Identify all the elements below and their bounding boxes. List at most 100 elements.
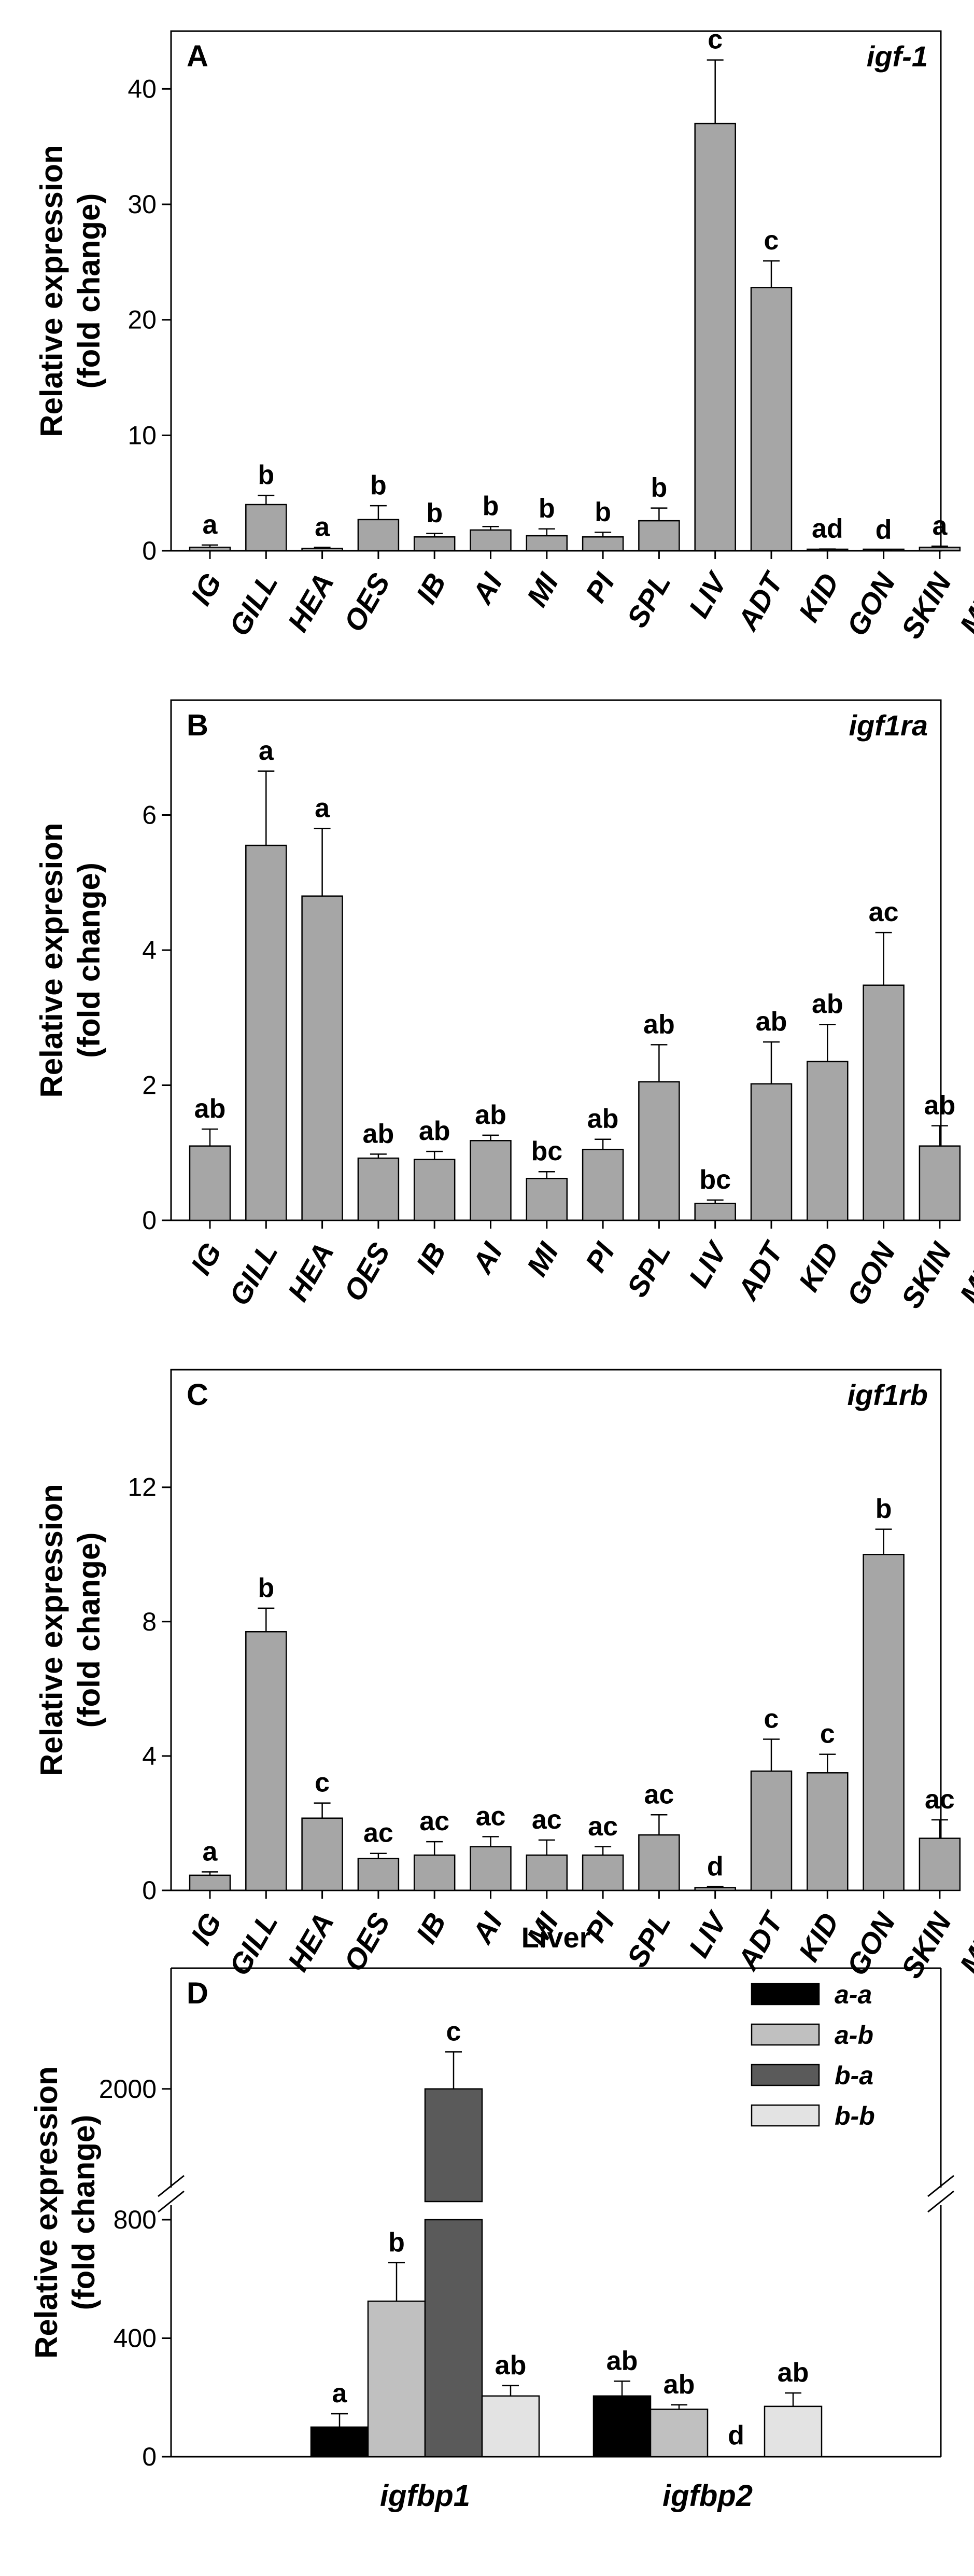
axis-break-mark	[927, 2175, 954, 2197]
x-tick-label: SPL	[620, 1907, 677, 1973]
x-tick-label: KID	[792, 568, 845, 628]
x-tick-label: MI	[520, 1236, 565, 1282]
bar	[638, 1834, 680, 1891]
plot-frame	[170, 30, 942, 552]
significance-letter: ab	[419, 1116, 450, 1146]
significance-letter: a	[203, 1836, 218, 1867]
bar	[807, 1772, 849, 1891]
bar	[694, 1203, 736, 1221]
significance-letter: b	[539, 494, 555, 524]
x-tick-label: MUS	[953, 1907, 974, 1980]
significance-letter: b	[426, 498, 443, 528]
y-tick-label: 2	[142, 1070, 157, 1099]
y-tick-label: 12	[128, 1473, 157, 1502]
bar	[301, 895, 343, 1221]
bar	[189, 1874, 231, 1891]
significance-letter: b	[370, 470, 387, 500]
y-axis-label: Relative expression	[34, 1484, 69, 1776]
x-tick-label: MUS	[953, 568, 974, 640]
bar	[526, 535, 568, 552]
x-tick-label: GON	[840, 567, 902, 641]
panel-letter: B	[187, 708, 208, 742]
significance-letter: ac	[644, 1779, 674, 1809]
y-axis-label: (fold change)	[72, 193, 106, 389]
x-tick-label: AI	[465, 1236, 509, 1279]
legend-swatch	[751, 2104, 820, 2127]
x-tick-label: IB	[410, 1237, 453, 1279]
bar	[413, 1854, 456, 1891]
x-tick-label: GILL	[222, 568, 284, 642]
significance-letter: a	[315, 793, 330, 823]
significance-letter: b	[258, 460, 274, 490]
y-tick-label: 4	[142, 1742, 157, 1771]
significance-letter: d	[707, 1851, 724, 1882]
x-tick-label: ADT	[730, 565, 791, 636]
bar	[245, 844, 287, 1221]
x-tick-label: LIV	[682, 1235, 734, 1292]
bar	[863, 1554, 905, 1891]
significance-letter: d	[876, 514, 892, 545]
bar	[301, 548, 343, 552]
significance-letter: ac	[869, 897, 899, 927]
bar	[470, 1846, 512, 1891]
x-tick-label: GON	[840, 1906, 902, 1981]
x-tick-label: SPL	[620, 1237, 677, 1303]
bar	[582, 536, 624, 552]
bar	[694, 1887, 736, 1891]
significance-letter: bc	[699, 1165, 731, 1195]
significance-letter: ab	[778, 2358, 809, 2388]
legend-swatch	[751, 2064, 820, 2086]
y-axis-label: Relative expression	[34, 145, 69, 437]
bar	[694, 122, 736, 552]
chart-title: Liver	[521, 1921, 591, 1954]
bar-b-a	[424, 2219, 483, 2458]
panel-letter: D	[187, 1976, 208, 2010]
y-tick-label: 0	[142, 2442, 157, 2471]
bar-a-b	[650, 2408, 709, 2458]
x-tick-label: SKIN	[895, 1236, 958, 1314]
significance-letter: ab	[587, 1104, 619, 1134]
bar	[357, 1858, 400, 1891]
significance-letter: ab	[924, 1091, 956, 1121]
legend-swatch	[751, 1983, 820, 2006]
legend-label: b-a	[835, 2061, 873, 2090]
bar	[245, 1631, 287, 1891]
y-tick-label: 0	[142, 1206, 157, 1235]
legend-label: b-b	[835, 2101, 875, 2131]
bar-b-a	[424, 2088, 483, 2203]
significance-letter: a	[259, 736, 274, 766]
significance-letter: ab	[664, 2370, 695, 2400]
significance-letter: a	[332, 2378, 348, 2408]
x-tick-label: LIV	[682, 565, 734, 623]
y-tick-label: 2000	[99, 2074, 157, 2104]
bar	[470, 1140, 512, 1221]
bar	[301, 1817, 343, 1891]
x-tick-label: IB	[410, 568, 453, 609]
x-tick-label: PI	[578, 567, 621, 608]
x-tick-label: HEA	[281, 1237, 340, 1307]
x-category-label: igfbp2	[662, 2479, 753, 2513]
x-tick-label: KID	[792, 1237, 845, 1297]
gene-label: igf1rb	[847, 1378, 928, 1411]
significance-letter: ab	[756, 1007, 787, 1037]
gene-label: igf-1	[867, 40, 928, 73]
y-axis-label: Relative expression	[29, 2066, 64, 2359]
axis-break-mark	[927, 2190, 954, 2213]
significance-letter: ab	[812, 989, 843, 1019]
x-tick-label: MUS	[953, 1237, 974, 1310]
significance-letter: c	[764, 226, 779, 256]
significance-letter: ab	[606, 2346, 638, 2376]
significance-letter: d	[728, 2420, 744, 2450]
significance-letter: ac	[419, 1806, 449, 1836]
x-tick-label: OES	[337, 568, 397, 637]
significance-letter: b	[388, 2227, 405, 2258]
bar	[582, 1148, 624, 1221]
bar-a-a	[592, 2395, 652, 2458]
x-tick-label: SKIN	[895, 1906, 958, 1984]
y-tick-label: 0	[142, 536, 157, 565]
x-tick-label: GILL	[222, 1237, 284, 1311]
y-tick-label: 40	[128, 74, 157, 103]
x-tick-label: LIV	[682, 1905, 734, 1962]
bar	[750, 287, 793, 552]
bar-b-b	[764, 2405, 823, 2458]
